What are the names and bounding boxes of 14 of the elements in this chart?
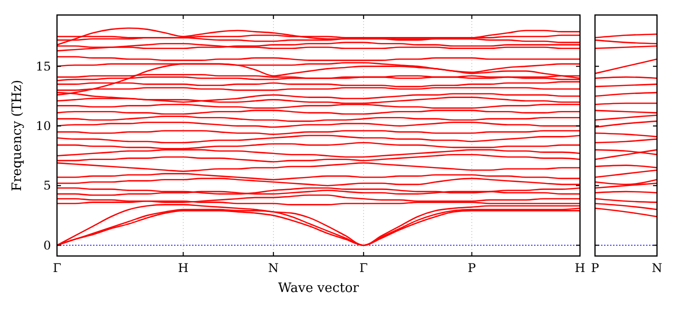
y-tick-label: 10: [36, 118, 51, 133]
x-tick-label: P: [590, 261, 600, 275]
y-tick-label: 5: [43, 178, 51, 193]
y-axis-title: Frequency (THz): [10, 80, 25, 192]
x-tick-label: H: [178, 261, 188, 275]
x-tick-label: N: [268, 261, 279, 275]
x-tick-label: P: [468, 261, 476, 275]
x-tick-label: Γ: [359, 261, 368, 275]
x-tick-label: Γ: [52, 261, 62, 275]
y-tick-label: 15: [36, 59, 51, 74]
x-tick-label: H: [574, 261, 586, 275]
x-axis-title: Wave vector: [278, 281, 360, 296]
y-tick-label: 0: [43, 238, 51, 252]
x-tick-label: N: [652, 261, 662, 275]
